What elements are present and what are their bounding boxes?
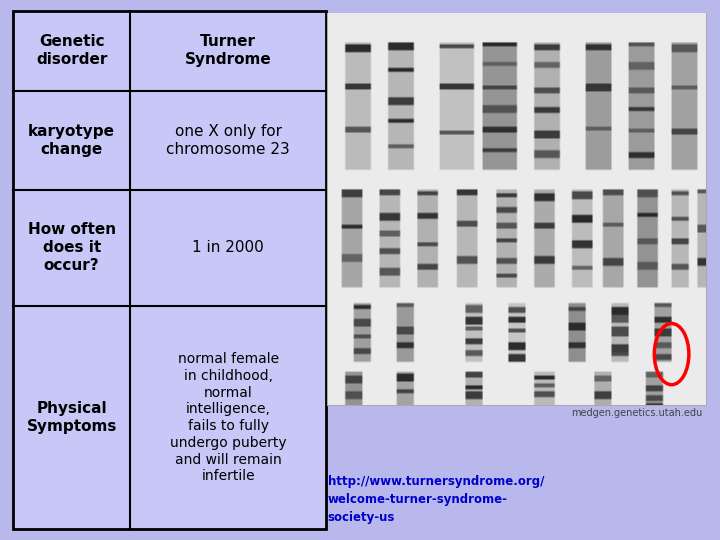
Text: 1 in 2000: 1 in 2000 — [192, 240, 264, 255]
Text: How often
does it
occur?: How often does it occur? — [27, 222, 116, 273]
Bar — [13, 11, 326, 529]
Text: one X only for
chromosome 23: one X only for chromosome 23 — [166, 124, 290, 157]
Bar — [328, 14, 706, 405]
Text: normal female
in childhood,
normal
intelligence,
fails to fully
undergo puberty
: normal female in childhood, normal intel… — [170, 352, 287, 483]
Text: medgen.genetics.utah.edu: medgen.genetics.utah.edu — [571, 408, 702, 418]
Text: Genetic
disorder: Genetic disorder — [36, 35, 107, 68]
Text: http://www.turnersyndrome.org/
welcome-turner-syndrome-
society-us: http://www.turnersyndrome.org/ welcome-t… — [328, 475, 544, 524]
Text: karyotype
change: karyotype change — [28, 124, 115, 157]
Text: Turner
Syndrome: Turner Syndrome — [185, 35, 271, 68]
Text: Physical
Symptoms: Physical Symptoms — [27, 401, 117, 434]
